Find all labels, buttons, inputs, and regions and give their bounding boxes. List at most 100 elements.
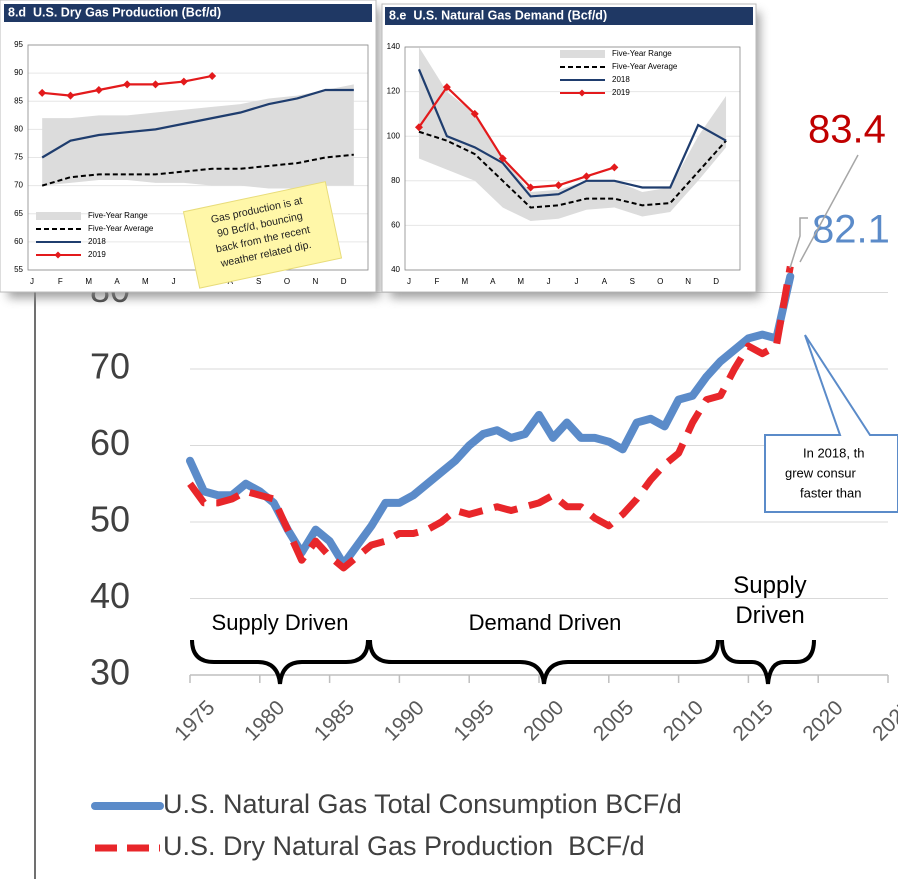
inset-chart: 8.d U.S. Dry Gas Production (Bcf/d) 55 60 6… bbox=[8, 5, 369, 289]
x-tick-label: N bbox=[312, 277, 318, 286]
y-tick-label: 65 bbox=[14, 209, 23, 218]
x-tick-label: D bbox=[713, 277, 719, 286]
legend-label: Five-Year Average bbox=[612, 62, 678, 71]
x-tick-label: S bbox=[630, 277, 635, 286]
x-tick-label: 1990 bbox=[380, 696, 429, 745]
x-tick-label: A bbox=[114, 277, 120, 286]
legend-swatch bbox=[560, 50, 605, 58]
data-label: 83.4 bbox=[808, 108, 886, 152]
bracket bbox=[190, 639, 370, 685]
point-marker bbox=[66, 91, 75, 100]
y-tick-label: 40 bbox=[391, 265, 400, 274]
series-line bbox=[186, 272, 795, 569]
range-band bbox=[418, 47, 727, 221]
point-marker bbox=[179, 77, 188, 86]
inset-title-bar bbox=[4, 4, 372, 22]
point-marker bbox=[526, 183, 535, 192]
y-tick-label: 50 bbox=[90, 499, 130, 540]
legend-label: Five-Year Average bbox=[88, 224, 154, 233]
x-tick-label: 2010 bbox=[659, 696, 708, 745]
series-line bbox=[187, 265, 794, 572]
y-tick-label: 85 bbox=[14, 96, 23, 105]
y-tick-label: 70 bbox=[90, 346, 130, 387]
bracket bbox=[720, 639, 816, 685]
callout-text: In 2018, th bbox=[803, 445, 864, 460]
leader-line bbox=[789, 217, 808, 269]
y-tick-label: 60 bbox=[90, 422, 130, 463]
x-tick-label: O bbox=[657, 277, 663, 286]
y-tick-label: 55 bbox=[14, 265, 23, 274]
series-line bbox=[41, 88, 354, 159]
y-tick-label: 30 bbox=[90, 652, 130, 693]
x-tick-label: J bbox=[30, 277, 34, 286]
inset-title-bar bbox=[385, 7, 753, 25]
x-tick-label: J bbox=[407, 277, 411, 286]
legend-marker bbox=[54, 251, 62, 259]
y-tick-label: 80 bbox=[14, 124, 23, 133]
x-tick-label: J bbox=[172, 277, 176, 286]
point-marker bbox=[208, 71, 217, 80]
point-marker bbox=[498, 154, 507, 163]
x-tick-label: O bbox=[284, 277, 290, 286]
plot-frame bbox=[404, 46, 741, 271]
leader-line bbox=[799, 154, 859, 263]
y-tick-label: 75 bbox=[14, 153, 23, 162]
y-tick-label: 70 bbox=[14, 181, 23, 190]
series-line bbox=[418, 85, 615, 189]
point-marker bbox=[442, 83, 451, 92]
x-tick-label: M bbox=[142, 277, 149, 286]
x-tick-label: 1995 bbox=[449, 696, 498, 745]
x-tick-label: 1980 bbox=[240, 696, 289, 745]
y-tick-label: 60 bbox=[14, 237, 23, 246]
legend-swatch bbox=[36, 212, 81, 220]
legend-label: 2019 bbox=[88, 250, 106, 259]
range-band bbox=[42, 84, 354, 189]
y-tick-label: 140 bbox=[387, 42, 401, 51]
point-marker bbox=[414, 123, 423, 132]
sticky-note-paper bbox=[182, 181, 343, 289]
legend-label: Five-Year Range bbox=[612, 49, 672, 58]
x-tick-label: 1985 bbox=[310, 696, 359, 745]
data-label: 82.1 bbox=[812, 208, 890, 252]
legend-marker bbox=[578, 89, 586, 97]
callout-text: faster than bbox=[800, 485, 861, 500]
point-marker bbox=[470, 109, 479, 118]
y-tick-label: 95 bbox=[14, 40, 23, 49]
inset-title: 8.d U.S. Dry Gas Production (Bcf/d) bbox=[8, 5, 221, 19]
x-tick-label: 2000 bbox=[519, 696, 568, 745]
x-tick-label: D bbox=[341, 277, 347, 286]
point-marker bbox=[151, 80, 160, 89]
y-tick-label: 120 bbox=[387, 87, 401, 96]
x-tick-label: S bbox=[256, 277, 261, 286]
y-tick-label: 60 bbox=[391, 221, 400, 230]
x-tick-label: 2020 bbox=[798, 696, 847, 745]
inset-title: 8.e U.S. Natural Gas Demand (Bcf/d) bbox=[389, 8, 607, 22]
point-marker bbox=[38, 88, 47, 97]
legend-label: 2018 bbox=[88, 237, 106, 246]
inset-chart: 8.e U.S. Natural Gas Demand (Bcf/d) 40 60 8… bbox=[387, 8, 741, 286]
legend-label: 2019 bbox=[612, 88, 630, 97]
legend-label: U.S. Dry Natural Gas Production BCF/d bbox=[163, 831, 645, 861]
callout-text: grew consur bbox=[785, 465, 856, 480]
x-tick-label: 2015 bbox=[729, 696, 778, 745]
x-tick-label: A bbox=[602, 277, 608, 286]
x-tick-label: F bbox=[434, 277, 439, 286]
series-line bbox=[417, 68, 727, 198]
x-tick-label: J bbox=[575, 277, 579, 286]
x-tick-label: 2005 bbox=[589, 696, 638, 745]
y-tick-label: 100 bbox=[387, 131, 401, 140]
bracket bbox=[368, 639, 720, 685]
x-tick-label: F bbox=[58, 277, 63, 286]
annotation: Demand Driven bbox=[469, 610, 622, 635]
brackets bbox=[190, 639, 816, 685]
x-tick-label: A bbox=[490, 277, 496, 286]
y-tick-label: 80 bbox=[391, 176, 400, 185]
legend-label: Five-Year Range bbox=[88, 211, 148, 220]
point-marker bbox=[610, 163, 619, 172]
x-tick-label: M bbox=[85, 277, 92, 286]
point-marker bbox=[582, 172, 591, 181]
x-tick-label: 2025 bbox=[868, 696, 898, 745]
